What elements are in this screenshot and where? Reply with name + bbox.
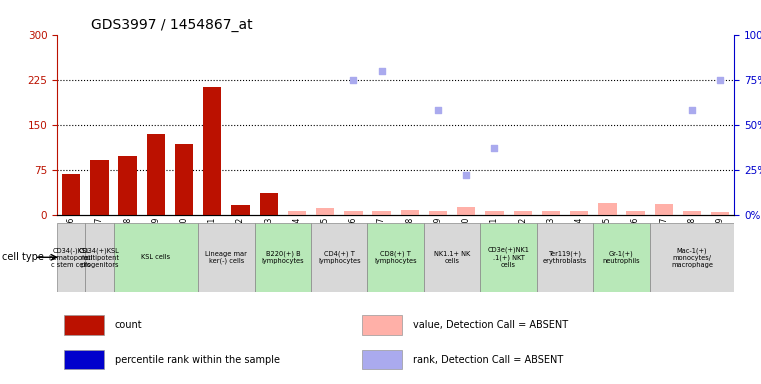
Text: Gr-1(+)
neutrophils: Gr-1(+) neutrophils <box>603 250 640 264</box>
Text: CD3e(+)NK1
.1(+) NKT
cells: CD3e(+)NK1 .1(+) NKT cells <box>488 247 530 268</box>
Point <box>460 172 473 179</box>
Bar <box>255 223 311 292</box>
Text: B220(+) B
lymphocytes: B220(+) B lymphocytes <box>262 250 304 264</box>
Bar <box>344 212 362 215</box>
Bar <box>429 211 447 215</box>
Text: Ter119(+)
erythroblasts: Ter119(+) erythroblasts <box>543 250 587 264</box>
Point <box>432 107 444 113</box>
Point <box>347 77 359 83</box>
Bar <box>486 211 504 215</box>
Bar <box>288 211 306 215</box>
Bar <box>113 223 198 292</box>
Bar <box>711 212 730 215</box>
Bar <box>542 212 560 215</box>
Text: count: count <box>115 320 142 330</box>
Text: CD34(-)KSL
hematopoieti
c stem cells: CD34(-)KSL hematopoieti c stem cells <box>49 247 94 268</box>
Text: percentile rank within the sample: percentile rank within the sample <box>115 355 279 365</box>
Text: cell type: cell type <box>2 252 44 262</box>
Text: value, Detection Call = ABSENT: value, Detection Call = ABSENT <box>412 320 568 330</box>
Bar <box>368 223 424 292</box>
Bar <box>372 212 391 215</box>
Bar <box>203 87 221 215</box>
Bar <box>683 212 701 215</box>
Text: KSL cells: KSL cells <box>142 254 170 260</box>
Bar <box>231 205 250 215</box>
Bar <box>147 134 165 215</box>
Bar <box>62 174 81 215</box>
Bar <box>514 212 532 215</box>
Text: NK1.1+ NK
cells: NK1.1+ NK cells <box>434 251 470 264</box>
Bar <box>64 350 104 369</box>
Bar <box>537 223 594 292</box>
Bar <box>598 203 616 215</box>
Text: rank, Detection Call = ABSENT: rank, Detection Call = ABSENT <box>412 355 563 365</box>
Bar <box>400 210 419 215</box>
Bar <box>480 223 537 292</box>
Bar <box>85 223 113 292</box>
Bar <box>654 204 673 215</box>
Text: CD4(+) T
lymphocytes: CD4(+) T lymphocytes <box>318 250 361 264</box>
Bar <box>64 316 104 335</box>
Bar <box>198 223 255 292</box>
Point <box>375 68 387 74</box>
Bar <box>91 160 109 215</box>
Bar <box>311 223 368 292</box>
Text: Lineage mar
ker(-) cells: Lineage mar ker(-) cells <box>205 250 247 264</box>
Text: GDS3997 / 1454867_at: GDS3997 / 1454867_at <box>91 18 253 32</box>
Bar <box>57 223 85 292</box>
Text: Mac-1(+)
monocytes/
macrophage: Mac-1(+) monocytes/ macrophage <box>671 247 713 268</box>
Bar <box>260 194 278 215</box>
Bar <box>316 208 334 215</box>
Bar <box>570 211 588 215</box>
Text: CD34(+)KSL
multipotent
progenitors: CD34(+)KSL multipotent progenitors <box>79 247 119 268</box>
Point <box>686 107 698 113</box>
Bar <box>457 207 476 215</box>
Bar <box>362 316 403 335</box>
Bar <box>424 223 480 292</box>
Bar <box>362 350 403 369</box>
Bar <box>594 223 650 292</box>
Point <box>714 77 726 83</box>
Bar <box>119 156 137 215</box>
Bar <box>626 211 645 215</box>
Text: CD8(+) T
lymphocytes: CD8(+) T lymphocytes <box>374 250 417 264</box>
Point <box>489 145 501 151</box>
Bar <box>650 223 734 292</box>
Bar <box>175 144 193 215</box>
